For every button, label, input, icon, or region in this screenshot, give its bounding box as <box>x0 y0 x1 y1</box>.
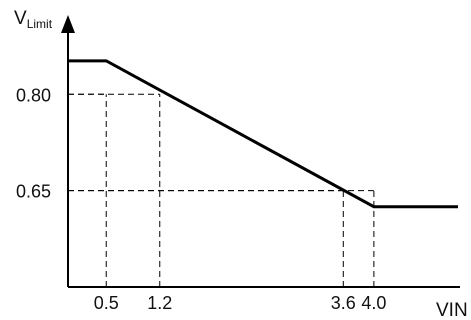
x-tick-label: 4.0 <box>361 293 386 313</box>
axes <box>61 15 460 288</box>
y-axis-title-main: V <box>14 8 27 29</box>
y-axis-arrow-icon <box>61 15 75 33</box>
x-tick-label: 3.6 <box>331 293 356 313</box>
y-axis-title-sub: Limit <box>27 17 53 31</box>
x-tick-label: 1.2 <box>147 293 172 313</box>
x-tick-label: 0.5 <box>94 293 119 313</box>
y-tick-label: 0.65 <box>16 182 51 202</box>
x-axis-title: VIN <box>436 300 468 320</box>
series-group <box>68 59 458 209</box>
axis-titles: VLimit VIN <box>14 8 468 320</box>
y-tick-label: 0.80 <box>16 85 51 105</box>
tick-labels: 0.80 0.65 0.5 1.2 3.6 4.0 <box>16 85 386 313</box>
series-line-0 <box>68 59 458 209</box>
y-axis-title: VLimit <box>14 8 53 31</box>
